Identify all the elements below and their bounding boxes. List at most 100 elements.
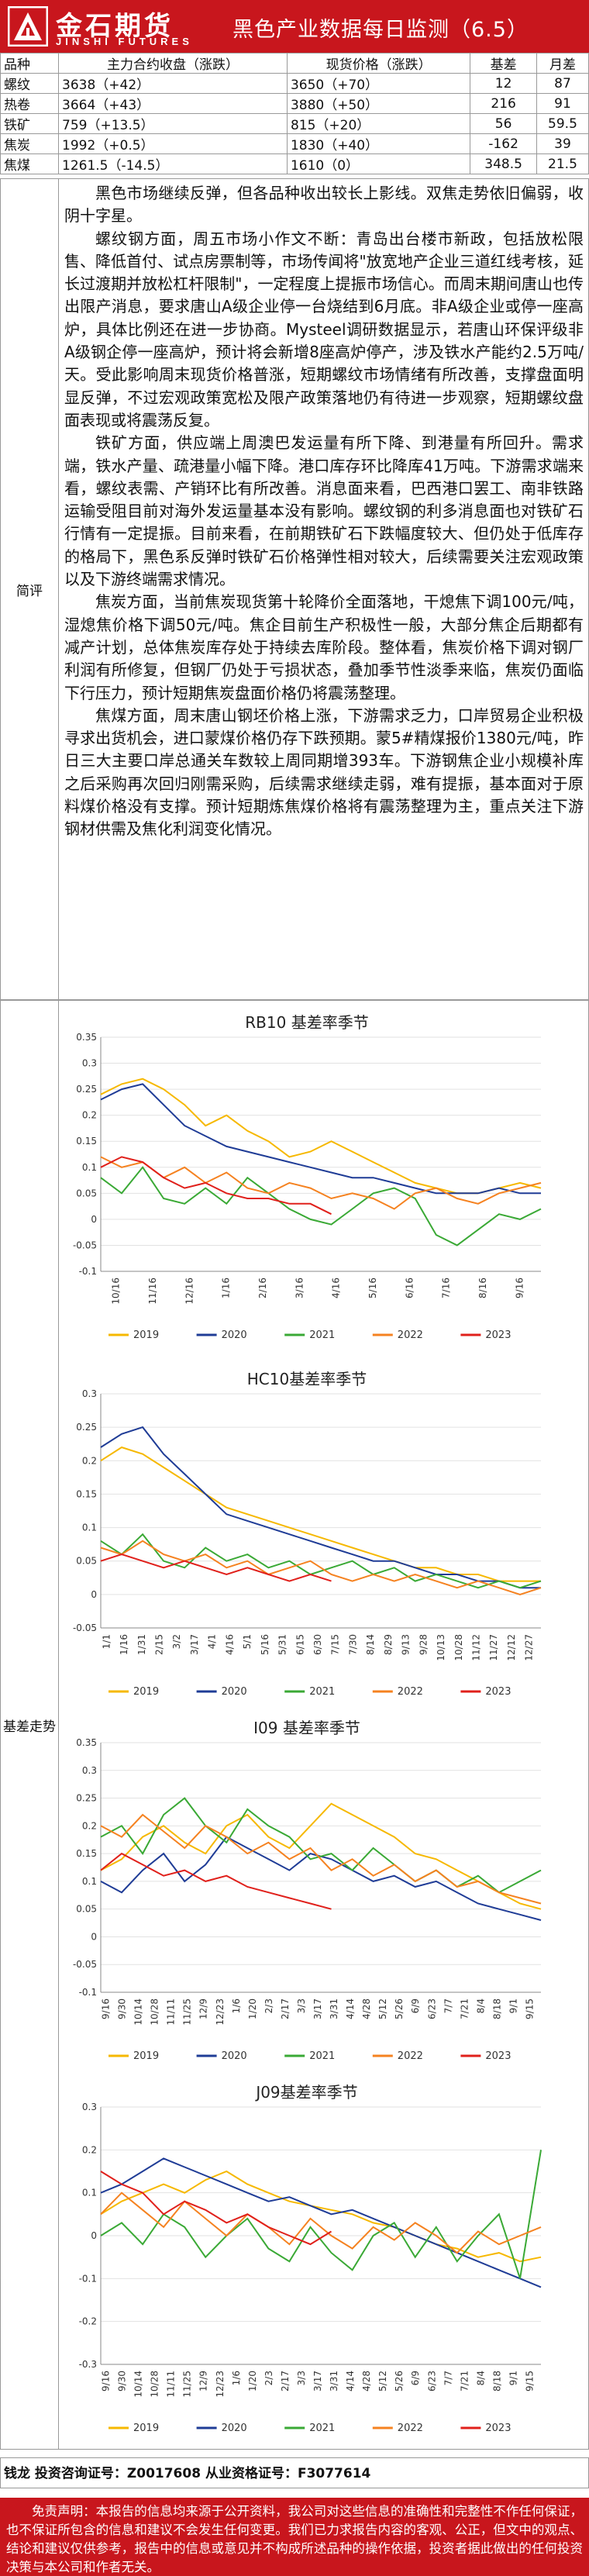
x-tick-label: 9/30 [117,2371,128,2392]
legend-label: 2023 [485,2050,511,2062]
x-tick-label: 3/31 [329,2371,339,2392]
x-tick-label: 5/26 [394,1998,405,2019]
y-tick-label: 0.35 [76,1032,97,1043]
chart-title: RB10 基差率季节 [245,1013,368,1032]
legend-label: 2021 [309,2050,335,2062]
x-tick-label: 8/18 [491,2371,502,2392]
y-tick-label: 0.3 [82,1058,97,1069]
x-tick-label: 12/9 [198,1998,209,2019]
y-tick-label: -0.05 [73,1959,97,1970]
x-tick-label: 4/14 [345,1998,356,2019]
chart-title: HC10基差率季节 [247,1370,367,1388]
x-tick-label: 4/28 [361,1998,372,2019]
legend-label: 2020 [222,2050,247,2062]
x-tick-label: 1/16 [119,1634,129,1655]
price-table: 品种 主力合约收盘（涨跌） 现货价格（涨跌） 基差 月差 螺纹 3638（+42… [0,53,589,174]
x-tick-label: 11/25 [182,1998,193,2026]
legend-label: 2021 [309,1329,335,1341]
series-line-2021 [100,1797,542,1894]
legend-label: 2022 [398,2050,423,2062]
y-tick-label: 0.25 [76,1793,97,1804]
column-header: 主力合约收盘（涨跌） [58,53,288,74]
x-tick-label: 10/28 [150,1998,160,2026]
x-tick-label: 7/21 [459,2371,470,2392]
table-cell: 216 [470,93,537,114]
series-line-2023 [100,1156,332,1216]
y-tick-label: 0.15 [76,1848,97,1859]
x-tick-label: 10/13 [436,1634,446,1661]
series-line-2019 [100,1446,541,1582]
hc10-basis-chart-svg: HC10基差率季节 0.3 0.25 0.2 0.15 0.1 0.05 0 -0.05 1/1 1… [67,1364,547,1705]
x-tick-label: 4/16 [224,1634,235,1655]
table-header-row: 品种 主力合约收盘（涨跌） 现货价格（涨跌） 基差 月差 [0,53,589,74]
x-tick-label: 3/17 [312,2371,323,2392]
x-tick-label: 7/30 [347,1634,358,1655]
table-cell: 焦煤 [0,153,59,174]
commentary-label: 简评 [1,179,59,999]
x-tick-label: 1/6 [231,1998,242,2013]
x-tick-label: 11/11 [166,2371,177,2398]
x-tick-label: 12/23 [215,1998,226,2026]
report-title: 黑色产业数据每日监测（6.5） [232,18,529,42]
series-line-2019 [100,2170,542,2263]
column-header: 品种 [0,53,59,74]
table-cell: 螺纹 [0,73,59,94]
y-tick-label: -0.3 [79,2359,97,2370]
disclaimer: 免责声明：本报告的信息均来源于公开资料，我公司对这些信息的准确性和完整性不作任何… [0,2498,589,2576]
x-tick-label: 11/11 [166,1998,177,2026]
x-tick-label: 6/16 [404,1278,415,1298]
x-tick-label: 9/16 [514,1278,525,1298]
x-tick-label: 9/16 [101,1998,112,2019]
x-tick-label: 6/30 [312,1634,323,1655]
x-tick-label: 3/17 [189,1634,200,1655]
table-cell: 热卷 [0,93,59,114]
x-tick-label: 9/30 [117,1998,128,2019]
x-tick-label: 3/3 [296,1998,307,2013]
y-tick-label: 0.05 [76,1188,97,1198]
legend-label: 2020 [222,2423,247,2434]
x-tick-label: 9/16 [101,2371,112,2392]
table-cell: 1992（+0.5） [58,133,288,154]
table-cell: 39 [536,133,589,154]
table-cell: 21.5 [536,153,589,174]
series-line-2023 [100,1852,332,1910]
y-tick-label: 0.35 [76,1737,97,1748]
x-tick-label: 11/27 [488,1634,499,1661]
y-tick-label: 0.1 [82,1522,97,1533]
y-tick-label: 0.25 [76,1084,97,1095]
x-tick-label: 9/15 [524,2371,535,2392]
legend-label: 2019 [133,2050,159,2062]
table-cell: 91 [536,93,589,114]
y-tick-label: -0.1 [79,1987,97,1998]
x-tick-label: 3/2 [171,1634,182,1649]
chart-background [67,1713,547,2070]
legend-label: 2021 [309,1686,335,1698]
y-tick-label: 0.15 [76,1136,97,1147]
table-cell: 59.5 [536,113,589,134]
table-cell: 12 [470,73,537,94]
y-tick-label: 0.05 [76,1904,97,1915]
series-line-2021 [100,2150,542,2279]
table-cell: 815（+20） [286,113,471,134]
x-tick-label: 2/3 [264,1998,274,2013]
y-tick-label: 0.2 [82,1110,97,1121]
x-tick-label: 9/28 [418,1634,429,1655]
commentary-paragraph: 黑色市场继续反弹，但各品种收出较长上影线。双焦走势依旧偏弱，收阴十字星。 [64,184,584,226]
series-line-2022 [100,2191,542,2254]
x-tick-label: 5/12 [377,2371,388,2392]
brand-logo: 金石期货 JINSHI FUTURES [0,0,209,53]
column-header: 月差 [536,53,589,74]
column-header: 现货价格（涨跌） [286,53,471,74]
x-tick-label: 10/14 [133,2371,144,2398]
commentary-text: 黑色市场继续反弹，但各品种收出较长上影线。双焦走势依旧偏弱，收阴十字星。 螺纹钢… [64,182,584,841]
table-cell: 1610（0） [286,153,471,174]
x-tick-label: 7/7 [443,1998,453,2013]
x-tick-label: 2/16 [257,1278,268,1298]
commentary-paragraph: 铁矿方面，供应端上周澳巴发运量有所下降、到港量有所回升。需求端，铁水产量、疏港量… [64,433,584,589]
y-tick-label: 0.3 [82,2102,97,2112]
x-tick-label: 5/1 [242,1634,253,1649]
series-line-2023 [100,2171,332,2246]
x-tick-label: 8/14 [365,1634,376,1655]
legend-label: 2021 [309,2423,335,2434]
table-cell: 1830（+40） [286,133,471,154]
